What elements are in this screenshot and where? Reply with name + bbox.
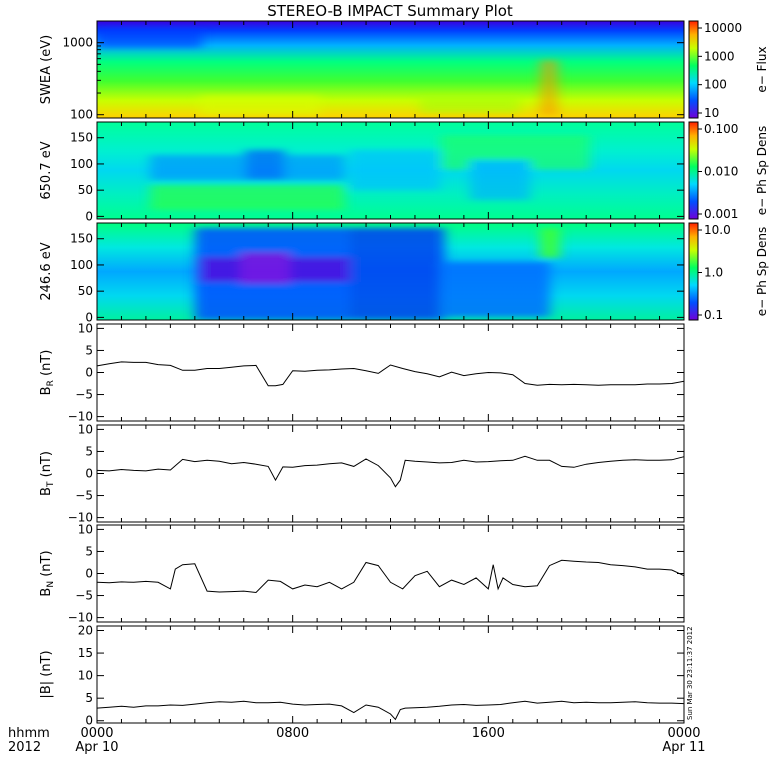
- colorbar-label: e− Ph Sp Dens: [755, 227, 769, 316]
- y-axis-label: 650.7 eV: [39, 141, 54, 199]
- y-tick-label: 5: [85, 343, 93, 357]
- colorbar-650eV: [688, 121, 699, 220]
- y-tick-label: 10: [78, 422, 93, 436]
- time-date-label: Apr 10: [75, 740, 118, 755]
- y-axis-label: BN (nT): [39, 550, 56, 596]
- y-axis-label: 246.6 eV: [39, 242, 54, 300]
- panel-bt: −10 −5 0 5 10 BT (nT): [39, 422, 685, 525]
- panel-frame: [96, 625, 685, 724]
- y-tick-label: −5: [75, 589, 93, 603]
- series-bt: [96, 455, 685, 488]
- figure-title: STEREO-B IMPACT Summary Plot: [267, 2, 513, 20]
- panel-swea: 100 1000 SWEA (eV): [39, 20, 685, 122]
- series-bmag: [96, 700, 685, 721]
- plot-timestamp: Sun Mar 30 23:11:37 2012: [686, 626, 694, 720]
- pitch-angle-246eV-spectrogram: [97, 223, 684, 320]
- y-tick-label: 0: [85, 714, 93, 728]
- colorbar-tick-label: 1000: [704, 49, 735, 63]
- y-tick-label: −10: [68, 611, 93, 625]
- y-tick-label: 150: [70, 131, 93, 145]
- y-tick-label: 100: [70, 258, 93, 272]
- y-tick-label: 10: [78, 522, 93, 536]
- panel-bmag: 0 5 10 15 20 |B| (nT): [39, 624, 685, 728]
- y-tick-label: 50: [78, 183, 93, 197]
- swea-spectrogram: [97, 21, 684, 118]
- panel-pa650: 0 50 100 150 650.7 eV: [39, 121, 685, 223]
- time-tick-label: 0000: [667, 726, 700, 741]
- colorbar-tick-label: 1.0: [704, 266, 723, 280]
- colorbar-tick-label: 10.0: [704, 223, 731, 237]
- y-tick-label: 150: [70, 232, 93, 246]
- y-tick-label: 0: [85, 567, 93, 581]
- colorbar-label: e− Ph Sp Dens: [755, 126, 769, 215]
- panel-frame: [96, 524, 685, 623]
- y-tick-label: −5: [75, 388, 93, 402]
- colorbar-tick-label: 100: [704, 78, 727, 92]
- panel-br: −10 −5 0 5 10 BR (nT): [39, 321, 685, 424]
- y-tick-label: 20: [78, 624, 93, 638]
- panel-frame: [96, 323, 685, 422]
- time-tick-label: 1600: [472, 726, 505, 741]
- series-bn: [96, 559, 685, 594]
- colorbar-tick-label: 0.001: [704, 207, 738, 221]
- y-tick-label: 10: [78, 321, 93, 335]
- colorbar-tick-label: 10000: [704, 21, 742, 35]
- corner-label-year: 2012: [8, 740, 41, 755]
- y-tick-label: 0: [85, 366, 93, 380]
- y-tick-label: 0: [85, 467, 93, 481]
- pitch-angle-650eV-spectrogram: [97, 122, 684, 219]
- y-tick-label: 5: [85, 544, 93, 558]
- y-tick-label: 10: [78, 669, 93, 683]
- y-tick-label: 100: [70, 108, 93, 122]
- y-tick-label: 0: [85, 310, 93, 324]
- colorbar-label: e− Flux: [755, 46, 769, 92]
- y-tick-label: 100: [70, 157, 93, 171]
- series-br: [96, 361, 685, 387]
- y-tick-label: −10: [68, 410, 93, 424]
- y-tick-label: −10: [68, 511, 93, 525]
- panel-pa246: 0 50 100 150 246.6 eV: [39, 222, 685, 324]
- colorbar-tick-label: 0.1: [704, 308, 723, 322]
- colorbar-swea: [688, 20, 699, 119]
- y-tick-label: 5: [85, 444, 93, 458]
- y-tick-label: 5: [85, 691, 93, 705]
- y-tick-label: 1000: [62, 36, 93, 50]
- colorbar-tick-label: 0.010: [704, 165, 738, 179]
- panel-bn: −10 −5 0 5 10 BN (nT): [39, 522, 685, 625]
- colorbar-246eV: [688, 222, 699, 321]
- y-axis-label: SWEA (eV): [39, 35, 54, 104]
- colorbar-tick-label: 0.100: [704, 122, 738, 136]
- y-tick-label: 15: [78, 646, 93, 660]
- time-date-label: Apr 11: [662, 740, 705, 755]
- colorbar-tick-label: 10: [704, 106, 719, 120]
- y-axis-label: BT (nT): [39, 451, 56, 496]
- y-tick-label: −5: [75, 489, 93, 503]
- y-tick-label: 50: [78, 284, 93, 298]
- y-axis-label: BR (nT): [39, 350, 56, 396]
- corner-label-hhmm: hhmm: [8, 726, 50, 741]
- y-tick-label: 0: [85, 209, 93, 223]
- time-tick-label: 0000: [80, 726, 113, 741]
- panel-frame: [96, 424, 685, 523]
- time-tick-label: 0800: [276, 726, 309, 741]
- y-axis-label: |B| (nT): [39, 650, 54, 698]
